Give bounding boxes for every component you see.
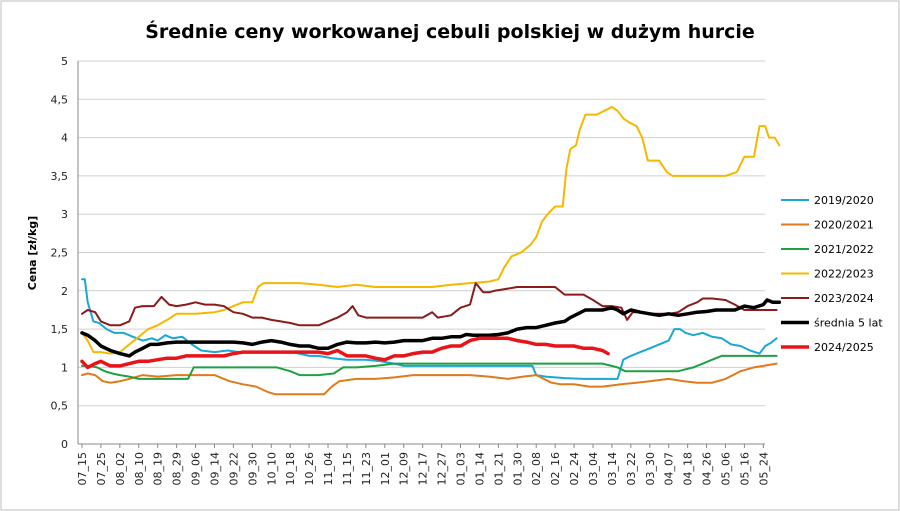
- x-tick-label: 04_26: [701, 452, 714, 486]
- legend-label: 2024/2025: [814, 341, 874, 354]
- series-line-2024-2025: [80, 336, 610, 370]
- x-tick-label: 02_08: [530, 452, 543, 486]
- y-axis-ticks: 0 0,5 1 1,5 2 2,5 3 3,5 4 4,5 5: [51, 55, 69, 451]
- axes: [77, 61, 765, 445]
- y-tick-label: 3,5: [51, 170, 69, 183]
- x-tick-label: 03_30: [644, 452, 657, 486]
- y-axis-label: Cena [zł/kg]: [26, 216, 39, 290]
- x-tick-label: 11_23: [360, 452, 373, 486]
- x-tick-label: 05_06: [719, 452, 732, 486]
- legend-label: 2021/2022: [814, 243, 874, 256]
- series-line-2021-2022: [81, 354, 778, 380]
- legend-label: średnia 5 lat: [814, 317, 883, 330]
- series-line-2022-2023: [81, 106, 781, 355]
- y-tick-label: 3: [61, 208, 68, 221]
- x-tick-label: 12_27: [436, 452, 449, 486]
- x-tick-label: 03_14: [606, 452, 619, 486]
- legend-label: 2019/2020: [814, 194, 874, 207]
- x-tick-label: 11_04: [322, 452, 335, 486]
- x-tick-label: 11_15: [341, 452, 354, 486]
- y-tick-label: 2: [61, 285, 68, 298]
- x-tick-label: 07_15: [76, 452, 89, 486]
- legend: 2019/2020 2020/2021 2021/2022 2022/2023 2023…: [781, 194, 883, 354]
- x-tick-label: 09_06: [190, 452, 203, 486]
- x-tick-label: 07_25: [95, 452, 108, 486]
- x-tick-label: 10_18: [284, 452, 297, 486]
- chart-title: Średnie ceny workowanej cebuli polskiej …: [145, 19, 755, 43]
- x-tick-label: 05_16: [738, 452, 751, 486]
- x-tick-label: 08_29: [171, 452, 184, 486]
- x-tick-label: 02_24: [568, 452, 581, 486]
- legend-label: 2020/2021: [814, 219, 874, 232]
- x-tick-label: 08_19: [152, 452, 165, 486]
- y-tick-label: 2,5: [51, 247, 69, 260]
- x-tick-label: 04_07: [663, 452, 676, 486]
- series-line-2020-2021: [81, 362, 778, 396]
- x-tick-label: 01_21: [492, 452, 505, 486]
- x-tick-label: 04_18: [682, 452, 695, 486]
- y-tick-label: 0,5: [51, 400, 69, 413]
- x-axis-ticks: 07_15 07_25 08_02 08_10 08_19 08_29 09_06 09_14…: [76, 444, 770, 486]
- y-tick-label: 1: [61, 361, 68, 374]
- x-tick-label: 05_24: [757, 452, 770, 486]
- y-tick-label: 0: [61, 438, 68, 451]
- x-tick-label: 12_17: [417, 452, 430, 486]
- x-tick-label: 03_04: [587, 452, 600, 486]
- y-tick-label: 4,5: [51, 93, 69, 106]
- x-tick-label: 08_02: [114, 452, 127, 486]
- x-tick-label: 10_26: [303, 452, 316, 486]
- legend-label: 2022/2023: [814, 268, 874, 281]
- x-tick-label: 01_03: [455, 452, 468, 486]
- series-lines: [80, 106, 782, 396]
- x-tick-label: 03_22: [625, 452, 638, 486]
- series-line-2019-2020: [81, 278, 778, 380]
- y-tick-label: 4: [61, 132, 68, 145]
- x-tick-label: 10_10: [265, 452, 278, 486]
- x-tick-label: 09_14: [208, 452, 221, 486]
- x-tick-label: 09_22: [227, 452, 240, 486]
- gridlines: [78, 60, 765, 407]
- x-tick-label: 08_10: [133, 452, 146, 486]
- x-tick-label: 12_09: [398, 452, 411, 486]
- y-tick-label: 1,5: [51, 323, 69, 336]
- y-tick-label: 5: [61, 55, 68, 68]
- x-tick-label: 09_30: [246, 452, 259, 486]
- x-tick-label: 01_30: [511, 452, 524, 486]
- x-tick-label: 01_14: [473, 452, 486, 486]
- legend-label: 2023/2024: [814, 292, 874, 305]
- x-tick-label: 12_01: [379, 452, 392, 486]
- series-line--rednia-5-lat: [80, 298, 782, 358]
- x-tick-label: 02_16: [549, 452, 562, 486]
